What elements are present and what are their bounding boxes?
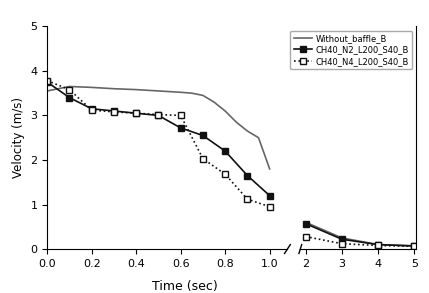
Legend: Without_baffle_B, CH40_N2_L200_S40_B, CH40_N4_L200_S40_B: Without_baffle_B, CH40_N2_L200_S40_B, CH…	[290, 30, 412, 69]
Text: Time (sec): Time (sec)	[151, 280, 218, 293]
Y-axis label: Velocity (m/s): Velocity (m/s)	[12, 97, 25, 178]
